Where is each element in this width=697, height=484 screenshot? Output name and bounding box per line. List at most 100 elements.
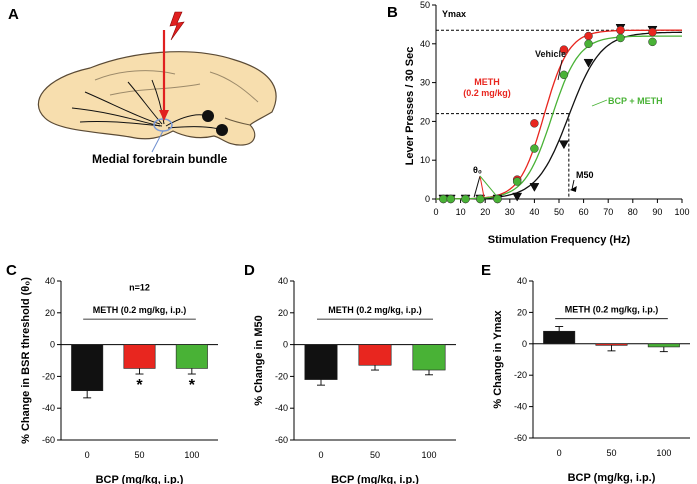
data-point-1 [648, 27, 657, 37]
lightning-icon [169, 11, 185, 41]
mfb-pointer [151, 130, 164, 153]
y-tick-label: 30 [420, 78, 430, 88]
m50-arrow [571, 179, 575, 191]
bar-100 [175, 344, 208, 369]
x-tick-label: 50 [370, 450, 380, 460]
y-axis-title: % Change in Ymax [492, 310, 504, 409]
chart-c: 40 20 0 -20 -40 -60 0 50 * 100 * BCP (mg/kg, i.p.)%… [20, 276, 218, 484]
group-label: METH (0.2 mg/kg, i.p.) [565, 305, 659, 315]
x-tick-label: 90 [652, 207, 662, 217]
data-point-1 [616, 25, 625, 35]
significance-marker: * [136, 377, 143, 394]
x-axis-title: BCP (mg/kg, i.p.) [568, 472, 656, 484]
brain-sulcus [209, 71, 259, 103]
theta-label: θ₀ [473, 165, 482, 175]
data-point-2 [461, 194, 470, 204]
data-point-2 [476, 194, 485, 204]
legend-bcp-meth: BCP + METH [608, 96, 663, 106]
x-axis-title: BCP (mg/kg, i.p.) [96, 474, 184, 484]
y-tick-label: 40 [278, 276, 288, 286]
chart-d: 40 20 0 -20 -40 -60 0 50 100 BCP (mg/kg, i.p.) % C… [253, 276, 456, 484]
data-point-2 [616, 33, 625, 43]
x-tick-label: 60 [579, 207, 589, 217]
panel-c: C 40 20 0 -20 -40 -60 0 50 * 100 * BCP (mg/kg, i.p.… [6, 262, 218, 484]
theta-arrow-2 [479, 175, 498, 198]
data-point-0 [512, 192, 523, 202]
x-tick-label: 0 [318, 450, 323, 460]
y-tick-label: 20 [517, 307, 527, 317]
y-axis-title: % Change in BSR threshold (θ₀) [20, 277, 32, 444]
x-tick-label: 0 [557, 448, 562, 458]
x-tick-label: 100 [656, 448, 671, 458]
y-tick-label: -40 [514, 402, 527, 412]
significance-marker: * [189, 377, 196, 394]
x-tick-label: 30 [505, 207, 515, 217]
panel-a: A Medial forebrain bundle [8, 6, 277, 166]
x-tick-label: 50 [554, 207, 564, 217]
data-point-0 [529, 183, 540, 192]
bar-0 [304, 344, 338, 380]
x-tick-label: 40 [529, 207, 539, 217]
panel-b: B 0 10 20 30 40 50 0 10 20 30 40 50 60 70 80 90 100 Stimu… [387, 0, 690, 246]
y-tick-label: 0 [283, 340, 288, 350]
y-tick-label: -60 [42, 435, 55, 445]
brain-sulcus [94, 70, 176, 81]
y-tick-label: 20 [45, 308, 55, 318]
x-tick-label: 20 [480, 207, 490, 217]
data-point-2 [648, 37, 657, 47]
panel-e-label: E [481, 262, 491, 279]
data-point-2 [512, 177, 522, 186]
bar-50 [358, 344, 392, 366]
legend-bcp-pointer [591, 99, 608, 107]
y-tick-label: -40 [275, 403, 288, 413]
y-tick-label: -20 [42, 371, 55, 381]
data-point-0 [558, 140, 569, 150]
y-tick-label: -20 [514, 370, 527, 380]
data-point-2 [439, 194, 448, 204]
data-point-2 [493, 194, 502, 204]
ymax-label: Ymax [442, 9, 466, 19]
data-point-2 [584, 39, 593, 49]
legend-vehicle-pointer [557, 59, 563, 81]
y-tick-label: 0 [522, 339, 527, 349]
brain-outline [37, 51, 277, 146]
y-tick-label: 40 [45, 276, 55, 286]
data-point-2 [446, 194, 456, 204]
bar-50 [595, 343, 628, 346]
data-point-2 [530, 144, 539, 153]
y-tick-label: 20 [278, 308, 288, 318]
data-point-0 [583, 58, 594, 68]
panel-d-label: D [244, 262, 255, 279]
m50-arrowhead [569, 186, 577, 192]
n-label: n=12 [129, 283, 150, 293]
x-tick-label: 50 [606, 448, 616, 458]
y-tick-label: 0 [50, 340, 55, 350]
bar-100 [647, 343, 680, 348]
panel-c-label: C [6, 262, 17, 279]
data-point-2 [559, 70, 569, 80]
bar-50 [123, 344, 156, 369]
panel-b-label: B [387, 4, 398, 21]
x-tick-label: 80 [628, 207, 638, 217]
x-tick-label: 100 [184, 450, 199, 460]
chart-e: 40 20 0 -20 -40 -60 0 50 100 BCP (mg/kg, i.p.) % C… [492, 276, 690, 484]
data-point-1 [584, 31, 593, 41]
bar-0 [543, 330, 576, 345]
y-axis-title: Lever Presses / 30 Sec [404, 47, 416, 166]
y-tick-label: 0 [425, 194, 430, 204]
y-tick-label: -40 [42, 403, 55, 413]
electrode-arrowhead [159, 110, 169, 121]
x-tick-label: 10 [456, 207, 466, 217]
x-axis-title: BCP (mg/kg, i.p.) [331, 474, 419, 484]
y-tick-label: 40 [420, 39, 430, 49]
mfb-caption: Medial forebrain bundle [92, 152, 228, 166]
y-tick-label: 50 [420, 0, 430, 10]
theta-arrow-1 [479, 175, 485, 198]
bar-100 [412, 344, 446, 371]
panel-e: E 40 20 0 -20 -40 -60 0 50 100 BCP (mg/kg, i.p.)%… [481, 262, 690, 484]
y-tick-label: 40 [517, 276, 527, 286]
panel-a-label: A [8, 6, 19, 23]
x-tick-label: 50 [134, 450, 144, 460]
y-axis-title: % Change in M50 [253, 315, 265, 405]
